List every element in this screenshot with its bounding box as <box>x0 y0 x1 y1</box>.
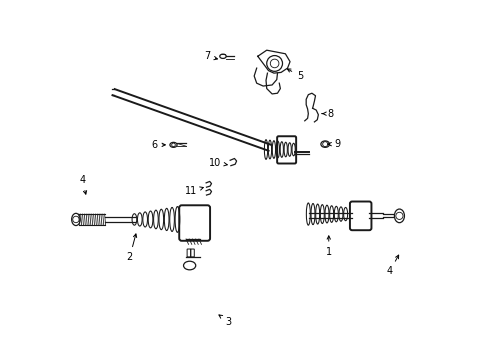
Text: 8: 8 <box>321 109 333 119</box>
Text: 5: 5 <box>287 69 303 81</box>
Text: 9: 9 <box>327 139 340 149</box>
Text: 11: 11 <box>184 186 203 197</box>
Text: 7: 7 <box>203 51 217 61</box>
Text: 4: 4 <box>386 255 398 276</box>
Text: 6: 6 <box>151 140 165 150</box>
Text: 2: 2 <box>126 234 136 262</box>
Text: 3: 3 <box>219 315 231 327</box>
Text: 10: 10 <box>208 158 227 168</box>
Text: 4: 4 <box>79 175 86 194</box>
Text: 1: 1 <box>325 236 331 257</box>
